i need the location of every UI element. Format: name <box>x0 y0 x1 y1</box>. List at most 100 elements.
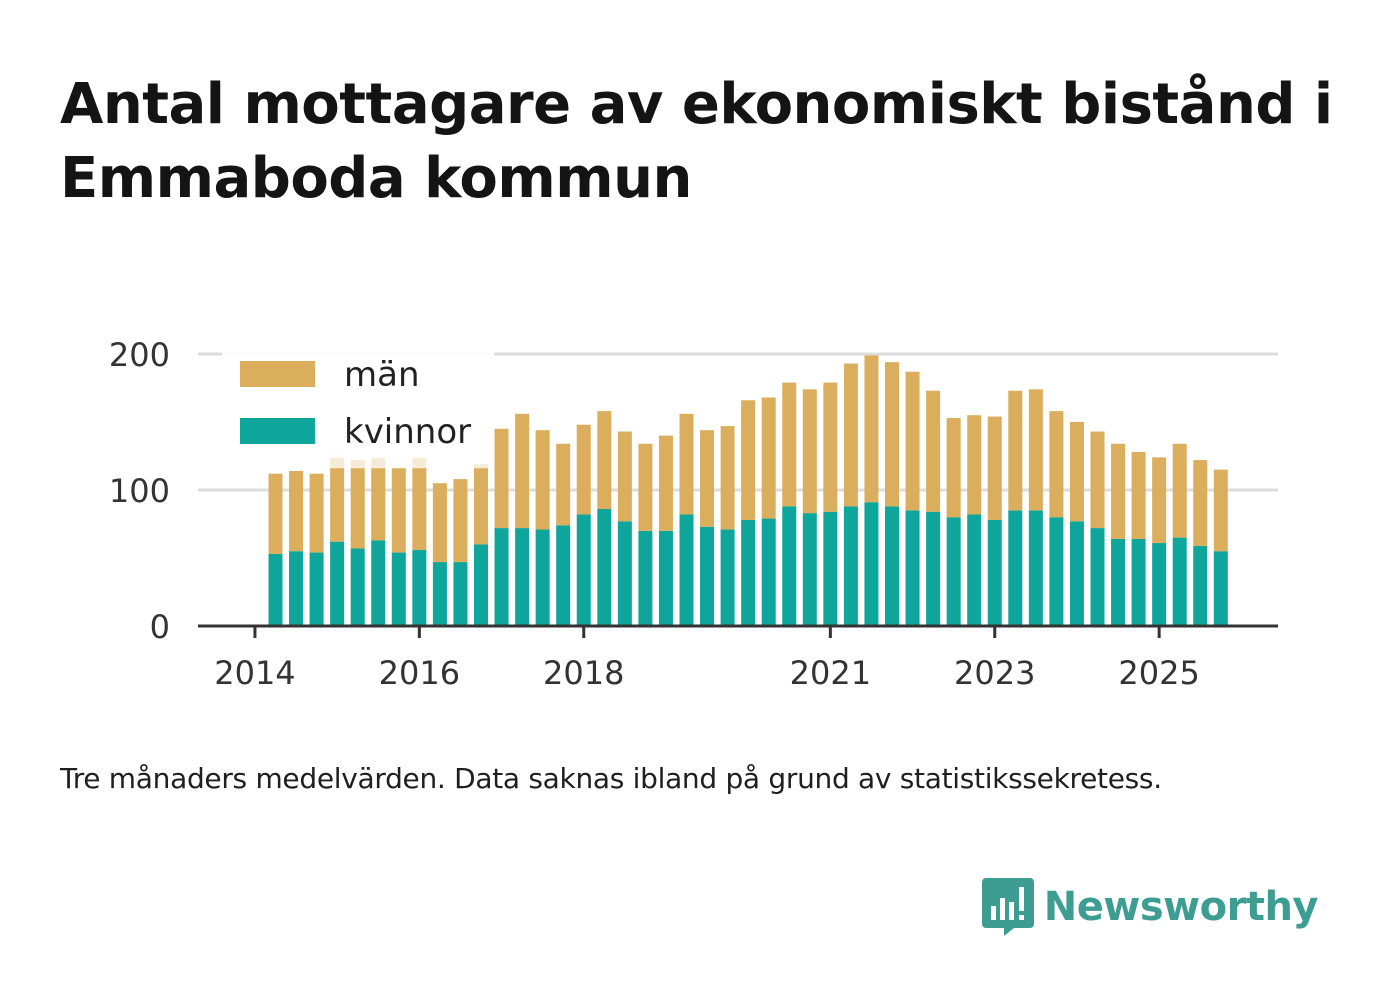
bar-man <box>371 468 386 541</box>
bar-kvinnor <box>350 548 365 626</box>
bar-man <box>617 431 632 522</box>
brand-logo: Newsworthy <box>981 878 1319 936</box>
bar-man <box>967 415 982 515</box>
legend: män kvinnor <box>222 350 494 458</box>
bar-man <box>474 468 488 545</box>
bar-man <box>1090 431 1105 529</box>
bar-man <box>638 443 653 531</box>
brand-name: Newsworthy <box>1043 884 1319 930</box>
bar-man <box>782 382 797 507</box>
bar-man <box>864 355 879 503</box>
bar-kvinnor <box>1028 510 1043 626</box>
x-tick-label: 2025 <box>1118 654 1199 692</box>
bar-kvinnor <box>309 552 324 626</box>
legend-swatch-kvinnor <box>240 418 315 444</box>
legend-label-kvinnor: kvinnor <box>344 412 471 452</box>
bar-man <box>1028 389 1043 511</box>
legend-swatch-man <box>240 361 315 387</box>
axes: 0 100 200 2014 2016 2018 2021 2023 2025 <box>109 336 1278 692</box>
bar-kvinnor <box>946 517 961 626</box>
bar-kvinnor <box>432 562 447 626</box>
bar-man <box>515 413 530 529</box>
bar-man <box>679 413 694 515</box>
bar-kvinnor <box>720 529 735 626</box>
bar-man <box>453 479 468 563</box>
bar-kvinnor <box>289 551 304 626</box>
bar-kvinnor <box>741 519 756 626</box>
bar-man <box>556 443 571 526</box>
bar-kvinnor <box>412 549 427 626</box>
bar-man <box>1193 460 1208 546</box>
bar-man <box>1213 469 1228 552</box>
bar-kvinnor <box>494 528 509 626</box>
bar-kvinnor <box>1069 521 1084 626</box>
bar-kvinnor <box>1090 528 1105 626</box>
chart-caption: Tre månaders medelvärden. Data saknas ib… <box>60 762 1162 795</box>
bar-kvinnor <box>967 514 982 626</box>
bar-kvinnor <box>1172 537 1187 626</box>
bar-man <box>761 397 776 519</box>
x-tick-label: 2018 <box>543 654 624 692</box>
bar-man <box>494 428 509 529</box>
bar-kvinnor <box>782 506 797 626</box>
bar-man <box>597 411 612 510</box>
bar-man <box>946 417 961 518</box>
bar-man <box>843 363 858 507</box>
x-tick-label: 2016 <box>379 654 460 692</box>
bar-man <box>823 382 838 512</box>
bar-kvinnor <box>453 562 468 626</box>
bar-kvinnor <box>802 513 817 626</box>
x-tick-label: 2021 <box>790 654 871 692</box>
bar-kvinnor <box>1111 538 1126 626</box>
bar-kvinnor <box>1152 543 1167 626</box>
bar-man <box>885 362 899 507</box>
bar-kvinnor <box>556 525 571 626</box>
bar-kvinnor <box>885 506 899 626</box>
bar-man <box>1069 422 1084 522</box>
bar-man <box>309 473 324 553</box>
bar-kvinnor <box>1193 545 1208 626</box>
y-tick-label: 200 <box>109 336 170 374</box>
y-tick-label: 0 <box>150 608 170 646</box>
bar-kvinnor <box>268 553 283 626</box>
legend-label-man: män <box>344 355 420 395</box>
x-tick-label: 2014 <box>214 654 295 692</box>
bar-man <box>432 483 447 563</box>
bar-man <box>289 470 304 552</box>
bar-man <box>1172 443 1187 538</box>
bar-man <box>330 468 345 542</box>
bar-man <box>350 468 365 549</box>
bar-kvinnor <box>576 514 591 626</box>
bar-kvinnor <box>864 502 879 626</box>
bar-man <box>987 416 1002 520</box>
bar-man <box>1111 443 1126 539</box>
bar-kvinnor <box>905 510 920 626</box>
bar-man <box>926 390 941 512</box>
bar-kvinnor <box>658 530 673 626</box>
bar-man <box>700 430 715 527</box>
bar-kvinnor <box>823 511 838 626</box>
bar-man <box>905 371 920 511</box>
bar-kvinnor <box>700 526 715 626</box>
bar-man <box>1049 411 1064 518</box>
bar-man <box>576 424 591 515</box>
newsworthy-logo-icon <box>981 878 1034 936</box>
bars <box>268 355 1228 626</box>
bar-kvinnor <box>474 544 488 626</box>
bar-man <box>412 468 427 550</box>
bar-kvinnor <box>638 530 653 626</box>
bar-man <box>741 400 756 520</box>
bar-kvinnor <box>515 528 530 626</box>
bar-man <box>720 426 735 530</box>
bar-man <box>535 430 550 530</box>
bar-kvinnor <box>330 541 345 626</box>
bar-kvinnor <box>679 514 694 626</box>
bar-kvinnor <box>843 506 858 626</box>
bar-kvinnor <box>761 518 776 626</box>
bar-kvinnor <box>391 552 406 626</box>
bar-man <box>1131 451 1146 539</box>
bar-kvinnor <box>535 529 550 626</box>
bar-kvinnor <box>617 521 632 626</box>
bar-man <box>391 468 406 553</box>
